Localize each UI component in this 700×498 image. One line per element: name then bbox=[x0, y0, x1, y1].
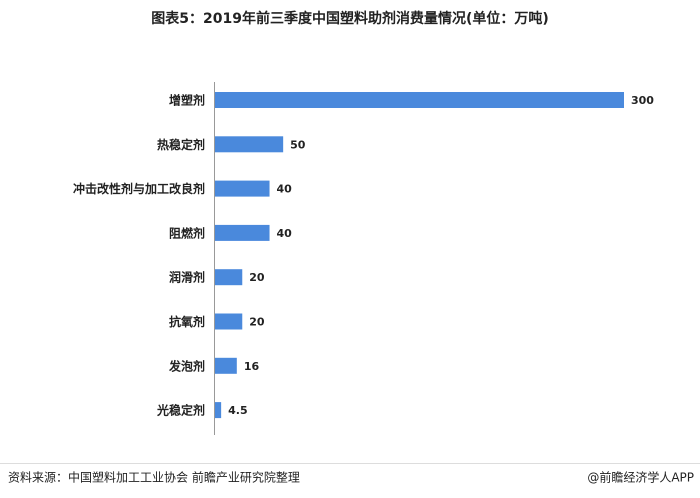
brand: @前瞻经济学人APP bbox=[587, 470, 694, 485]
bar bbox=[215, 136, 284, 153]
bar bbox=[215, 313, 243, 330]
value-label: 50 bbox=[290, 138, 306, 151]
category-label: 热稳定剂 bbox=[157, 137, 205, 152]
category-label: 抗氧剂 bbox=[169, 314, 205, 329]
value-label: 20 bbox=[249, 271, 265, 284]
bar bbox=[215, 357, 237, 374]
category-label: 润滑剂 bbox=[169, 270, 205, 285]
bar bbox=[215, 402, 222, 419]
category-label: 增塑剂 bbox=[169, 93, 205, 108]
bar bbox=[215, 180, 270, 197]
category-label: 发泡剂 bbox=[168, 358, 205, 373]
chart-title: 图表5：2019年前三季度中国塑料助剂消费量情况(单位：万吨) bbox=[151, 10, 549, 27]
bar bbox=[215, 92, 624, 108]
source-note: 资料来源：中国塑料加工工业协会 前瞻产业研究院整理 bbox=[8, 470, 300, 485]
value-label: 16 bbox=[244, 360, 260, 373]
value-label: 40 bbox=[277, 183, 293, 196]
value-label: 40 bbox=[277, 227, 293, 240]
category-label: 光稳定剂 bbox=[156, 403, 205, 418]
category-label: 阻燃剂 bbox=[169, 225, 205, 240]
value-label: 4.5 bbox=[228, 404, 248, 417]
category-label: 冲击改性剂与加工改良剂 bbox=[73, 181, 205, 196]
bar bbox=[215, 269, 243, 286]
value-label: 20 bbox=[249, 316, 265, 329]
bar bbox=[215, 224, 270, 241]
value-label: 300 bbox=[631, 94, 654, 107]
